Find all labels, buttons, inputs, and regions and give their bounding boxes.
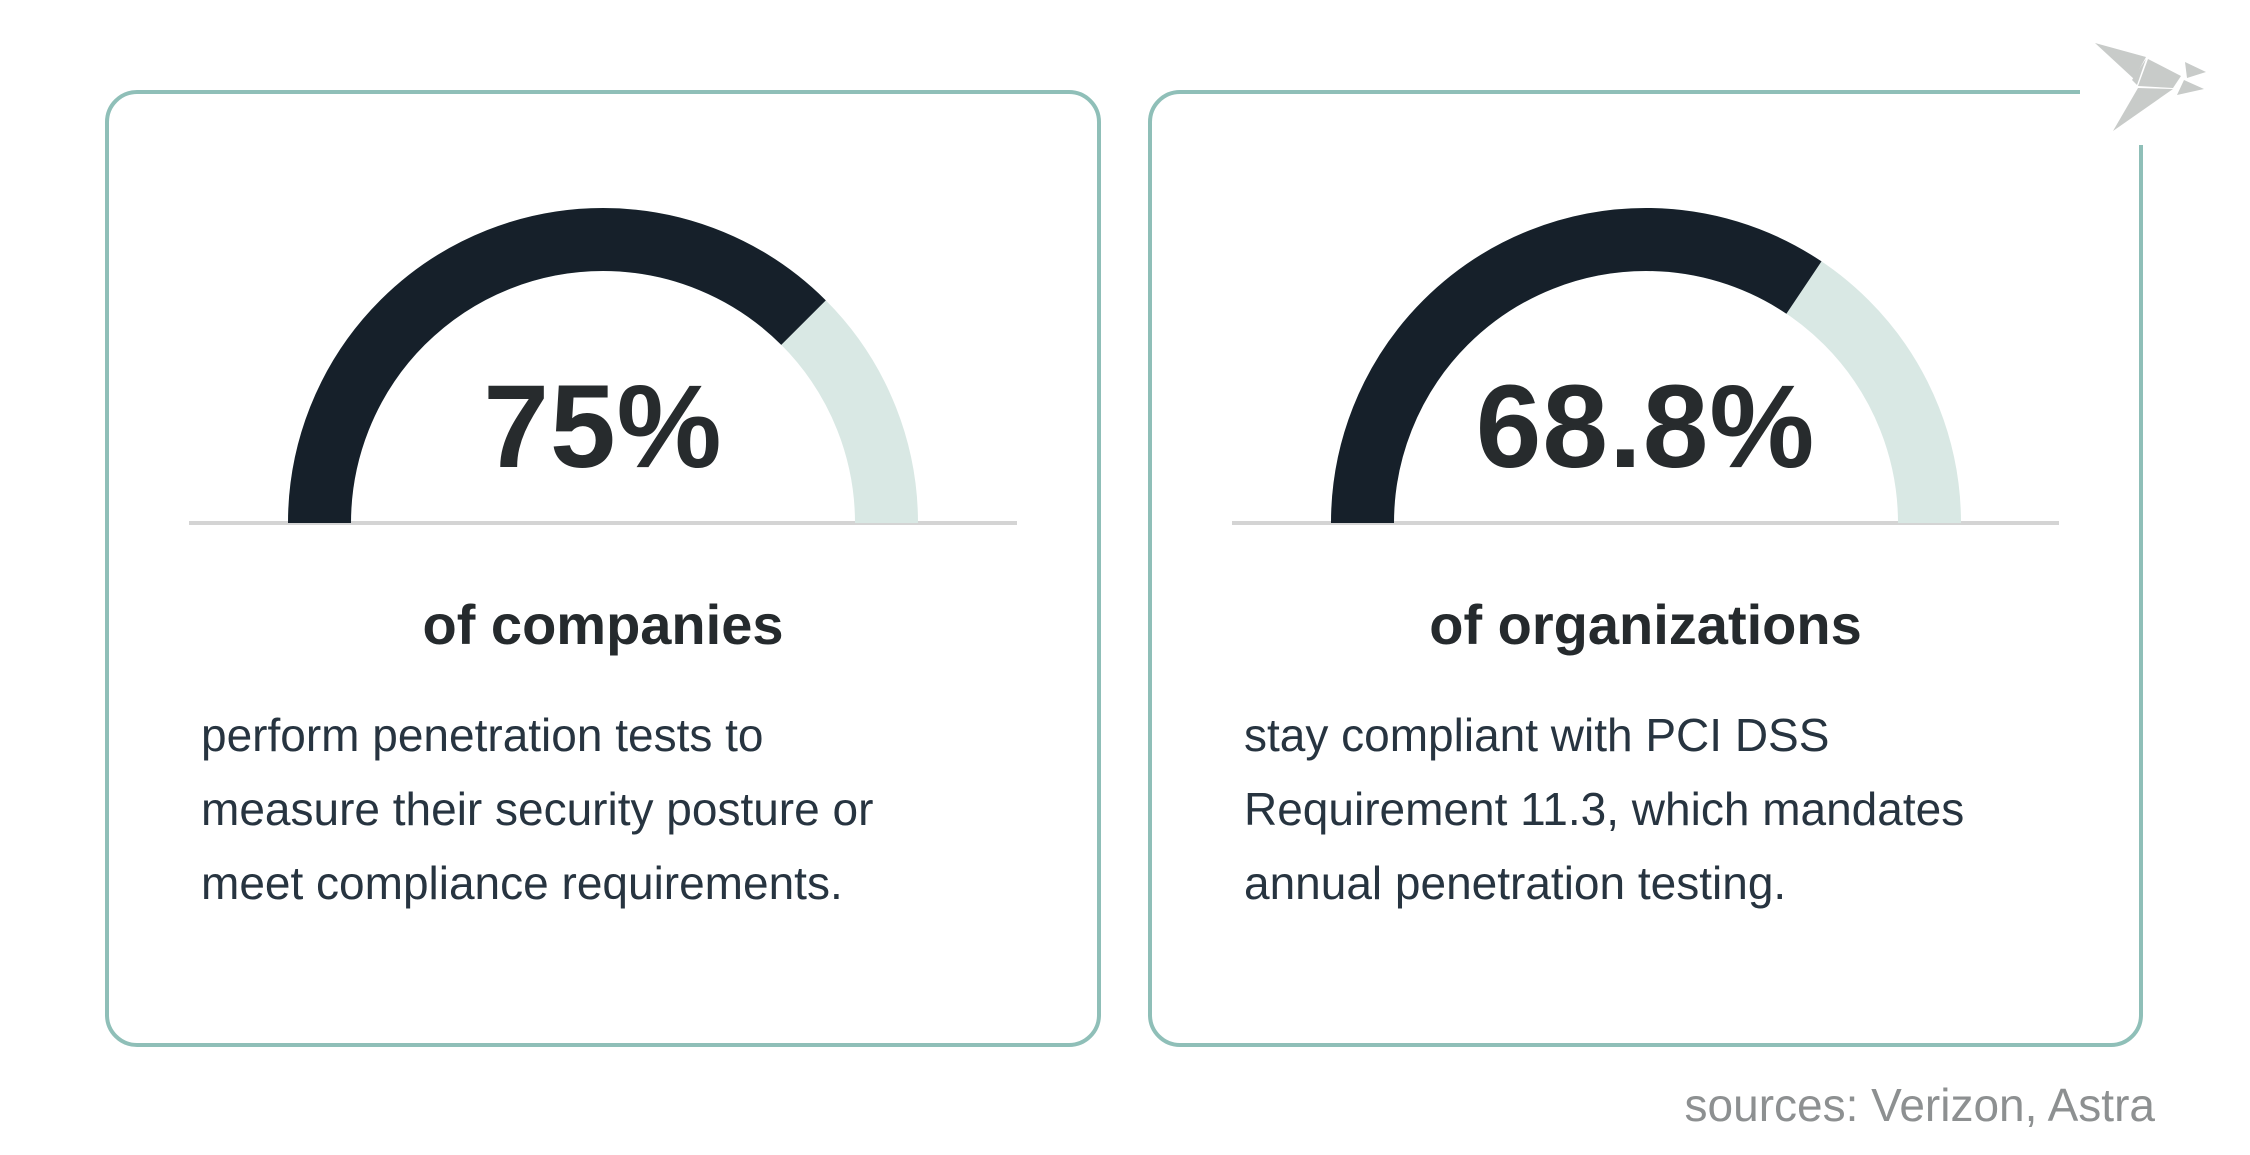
bird-tail-facet <box>2113 88 2173 131</box>
gauge-baseline-rule <box>189 521 1017 525</box>
stat-subject-heading: of organizations <box>1429 593 1862 656</box>
gauge-chart-organizations <box>1330 208 1961 524</box>
stat-description: perform penetration tests to measure the… <box>201 709 874 909</box>
origami-bird-svg <box>2095 43 2206 131</box>
bird-wing-fold-facet <box>2132 59 2146 85</box>
gauge-value-arc <box>1330 208 1961 524</box>
stat-card-companies: 75% of companies perform penetration tes… <box>105 90 1101 1047</box>
gauge-chart-companies <box>288 208 918 524</box>
gauge-baseline-rule <box>1232 521 2059 525</box>
gauge-percent-value: 68.8% <box>1475 361 1816 493</box>
gauge-svg <box>288 208 918 524</box>
bird-body-facet <box>2138 59 2181 88</box>
gauge-percent-value: 75% <box>483 361 723 493</box>
sources-footnote: sources: Verizon, Astra <box>1684 1079 2155 1131</box>
gauge-value-arc <box>288 208 918 524</box>
stat-subject-heading: of companies <box>422 593 784 656</box>
stat-card-organizations: 68.8% of organizations stay compliant wi… <box>1148 90 2143 1047</box>
stat-description: stay compliant with PCI DSS Requirement … <box>1244 709 1965 909</box>
origami-bird-icon <box>2080 25 2230 145</box>
bird-head-beak-facet <box>2185 62 2206 78</box>
gauge-svg <box>1330 208 1961 524</box>
bird-left-wing-facet <box>2095 43 2146 79</box>
bird-far-wing-facet <box>2177 80 2204 95</box>
